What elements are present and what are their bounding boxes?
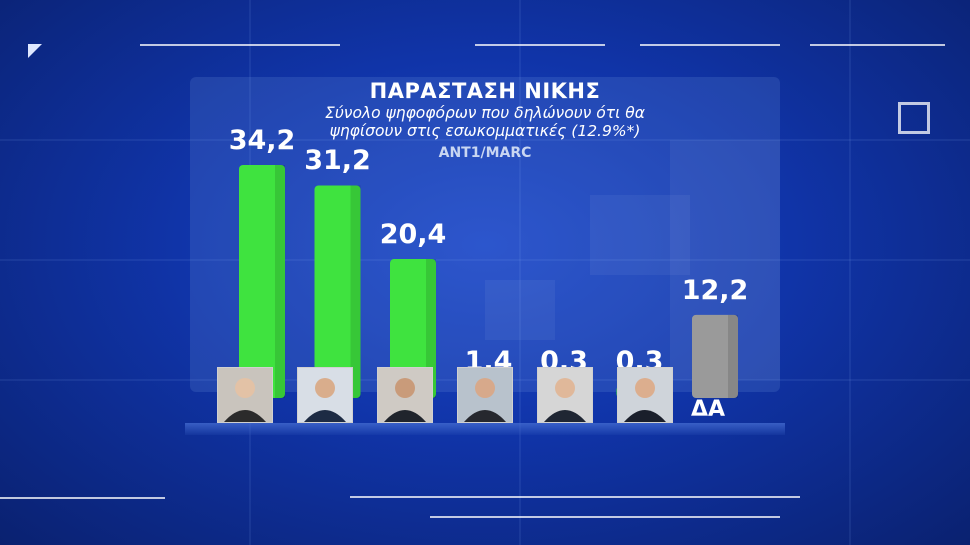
square-outline-decoration	[898, 102, 930, 134]
value-label-7: 12,2	[681, 274, 749, 306]
chart-panel	[190, 77, 780, 392]
candidate-photo	[617, 367, 673, 423]
candidate-photo	[457, 367, 513, 423]
chart-subtitle: Σύνολο ψηφοφόρων που δηλώνουν ότι θα ψηφ…	[230, 104, 740, 140]
chart-floor	[185, 423, 785, 435]
bar-1	[239, 165, 285, 398]
bar-shade-1	[275, 165, 285, 398]
candidate-photo	[377, 367, 433, 423]
candidate-photo	[217, 367, 273, 423]
bar-shade-7	[728, 314, 738, 398]
candidate-photo	[297, 367, 353, 423]
value-label-3: 20,4	[379, 219, 447, 251]
subtitle-line-1: Σύνολο ψηφοφόρων που δηλώνουν ότι θα	[325, 104, 645, 122]
candidate-photo	[537, 367, 593, 423]
chart-title: ΠΑΡΑΣΤΑΣΗ ΝΙΚΗΣ	[369, 79, 601, 103]
bar-shade-3	[426, 259, 436, 398]
value-label-2: 31,2	[304, 145, 371, 177]
value-label-1: 34,2	[228, 125, 296, 156]
bar-7	[692, 314, 738, 398]
bar-shade-2	[350, 185, 361, 398]
bar-2	[314, 185, 361, 398]
subtitle-line-2: ψηφίσουν στις εσωκομματικές (12.9%*)	[329, 122, 641, 140]
category-label-da: ΔΑ	[690, 397, 726, 422]
chart-source: ANT1/MARC	[438, 145, 532, 161]
bar-3	[390, 259, 436, 398]
